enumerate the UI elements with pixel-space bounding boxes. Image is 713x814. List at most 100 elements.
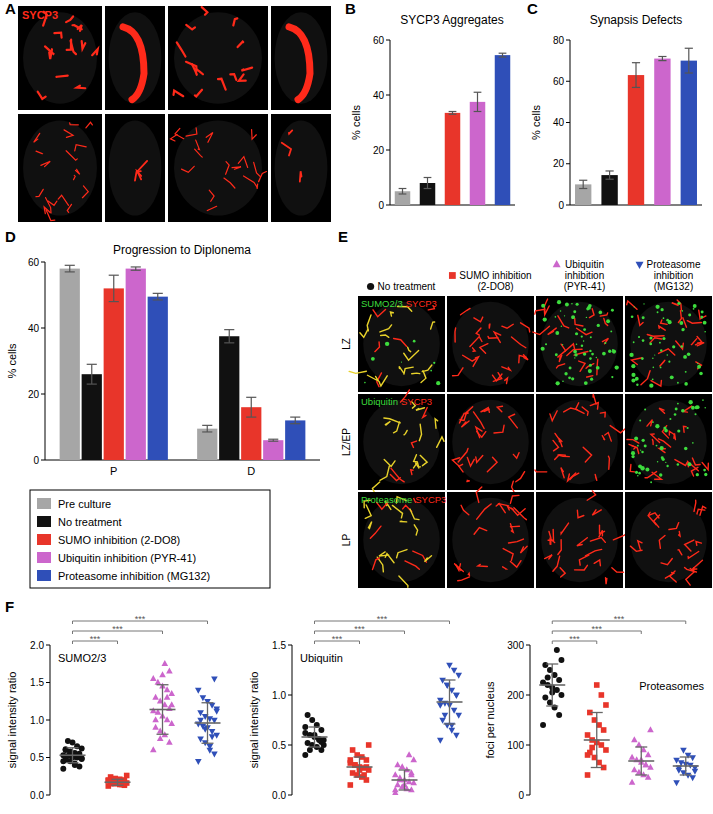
chromosome [34, 133, 40, 142]
chromosome [186, 62, 197, 71]
chromosome [558, 316, 569, 328]
chromosome [493, 373, 501, 382]
nucleus [630, 400, 707, 484]
nucleus [174, 120, 262, 215]
point [318, 739, 324, 745]
focus [575, 332, 578, 335]
chromosome [575, 318, 583, 326]
point [166, 668, 173, 674]
point [150, 746, 157, 752]
y-tick [46, 757, 50, 758]
sd-cap [309, 746, 321, 747]
focus [371, 357, 375, 361]
chromosome [659, 535, 665, 548]
chromosome [48, 201, 57, 205]
focus [645, 467, 649, 471]
chromosome [549, 532, 551, 545]
point [631, 736, 638, 742]
sd-cap [309, 726, 321, 727]
focus [576, 303, 579, 306]
chromosome [487, 457, 497, 471]
error-cap [399, 188, 407, 189]
chromosome [545, 555, 553, 559]
chromosome [468, 573, 469, 575]
chart-title: Ubiquitin [300, 652, 343, 664]
chromosome [391, 468, 404, 482]
focus [631, 364, 635, 368]
point [392, 786, 399, 792]
nucleus [630, 498, 707, 582]
point [65, 738, 71, 744]
legend-swatch [37, 534, 51, 545]
chromosome [66, 16, 73, 22]
chromosome [579, 361, 585, 371]
y-axis [292, 645, 293, 795]
chart-title: Progression to Diplonema [113, 243, 251, 257]
error-cap [424, 188, 432, 189]
mean-line [392, 779, 418, 781]
focus [688, 462, 692, 466]
chromosome [202, 7, 208, 15]
error-bar [658, 57, 666, 61]
focus [612, 350, 616, 354]
chromosome [535, 309, 545, 314]
chromosome [533, 326, 550, 334]
focus [556, 381, 560, 385]
focus [668, 361, 670, 363]
point [152, 716, 159, 722]
chromosome [224, 178, 235, 188]
nucleus [541, 498, 618, 582]
focus [660, 349, 662, 351]
chromosome [661, 320, 667, 324]
focus [631, 455, 634, 458]
micrograph [625, 296, 712, 392]
chromosome [641, 371, 650, 385]
sd-cap [354, 776, 366, 777]
focus [641, 451, 643, 453]
error-bar [474, 92, 482, 111]
focus [684, 447, 687, 450]
chromosome [688, 552, 699, 559]
panel-letter: B [345, 0, 356, 17]
mean-line [195, 722, 221, 724]
point [585, 772, 591, 778]
chromosome [367, 315, 371, 331]
y-tick [386, 40, 390, 41]
y-tick-label: 200 [507, 690, 524, 701]
focus [704, 331, 706, 333]
chromosome [230, 74, 236, 80]
error-bar [424, 178, 432, 189]
dot-plot: F0.00.51.01.52.0signal intensity ratioSU… [5, 598, 221, 801]
y-tick-label: 0 [33, 455, 39, 466]
chromosome [659, 349, 675, 355]
point [453, 693, 460, 699]
error-line [477, 92, 478, 111]
nucleus [452, 400, 529, 484]
panel-a: ASYCP3 [5, 0, 331, 222]
point [157, 735, 164, 741]
y-tick-label: 60 [373, 35, 385, 46]
focus [679, 321, 683, 325]
point [680, 748, 687, 754]
error-cap [268, 439, 278, 440]
chromosome [420, 455, 427, 465]
focus [583, 352, 586, 355]
focus [677, 429, 680, 432]
chromosome [683, 426, 686, 432]
error-cap [65, 265, 75, 266]
point [152, 724, 159, 730]
chromosome [413, 551, 427, 562]
point [542, 662, 548, 668]
error-cap [224, 329, 234, 330]
focus [688, 314, 691, 317]
focus [693, 304, 697, 308]
chromosome [679, 531, 680, 536]
focus [587, 306, 591, 310]
focus [584, 381, 588, 385]
chromosome [683, 317, 687, 327]
focus [364, 382, 366, 384]
focus [663, 317, 665, 319]
point [197, 710, 204, 716]
error-cap [658, 60, 666, 61]
chromosome [702, 463, 708, 470]
